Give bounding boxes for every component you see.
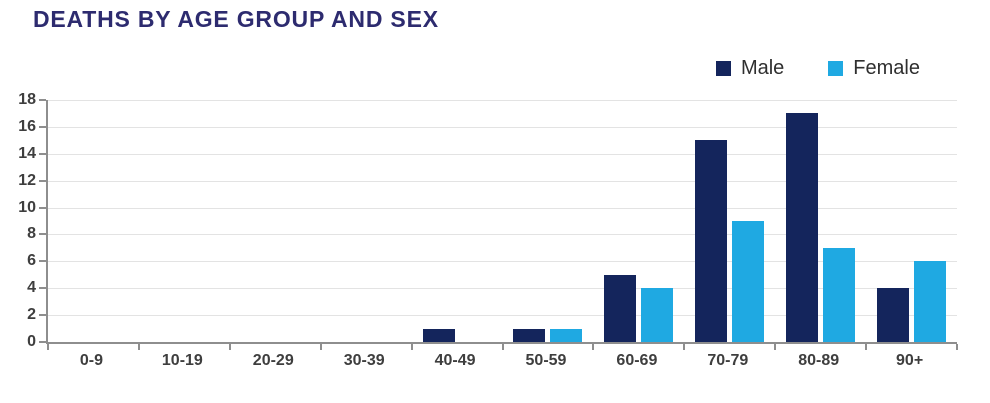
- x-axis-labels: 0-9 10-19 20-29 30-39 40-49 50-59 60-69 70-79 80…: [46, 352, 955, 370]
- x-axis-label: 70-79: [707, 352, 749, 369]
- x-axis-tick: [47, 344, 49, 350]
- bar-female-80-89: [823, 247, 856, 342]
- x-axis-tick: [774, 344, 777, 350]
- x-axis-label: 60-69: [616, 352, 658, 369]
- gridline: [48, 234, 957, 236]
- y-axis-tick: [39, 99, 46, 101]
- bar-female-70-79: [732, 221, 765, 342]
- y-axis-label: 12: [18, 171, 36, 189]
- x-axis-tick: [319, 344, 322, 350]
- y-axis-tick: [39, 152, 46, 155]
- bar-group-20-29: [230, 100, 321, 342]
- x-axis-label: 40-49: [434, 352, 476, 369]
- y-axis-label: 8: [27, 225, 36, 243]
- x-axis-label: 20-29: [252, 352, 294, 369]
- y-axis-label: 4: [27, 279, 36, 297]
- y-axis-tick: [39, 206, 46, 209]
- y-axis-tick: [39, 260, 46, 263]
- x-axis-label: 80-89: [798, 352, 840, 369]
- x-axis-tick: [410, 344, 413, 350]
- y-axis-labels: 0 2 4 6 8 10 12 14 16 18: [0, 91, 36, 350]
- legend-item-male: Male: [715, 57, 785, 80]
- legend-label-female: Female: [853, 57, 920, 79]
- y-axis-tick: [39, 179, 46, 182]
- x-axis-tick: [865, 344, 868, 350]
- y-axis-tick: [39, 287, 46, 290]
- x-axis-tick: [592, 344, 595, 350]
- bar-group-50-59: [503, 100, 594, 342]
- bar-female-60-69: [641, 288, 674, 342]
- bar-male-80-89: [786, 113, 819, 342]
- page-title: DEATHS BY AGE GROUP AND SEX: [33, 6, 439, 32]
- y-axis-label: 14: [18, 144, 36, 162]
- bar-male-70-79: [695, 140, 728, 342]
- x-axis-tick: [956, 344, 958, 350]
- y-axis-tick: [39, 314, 46, 317]
- bar-male-40-49: [422, 328, 455, 342]
- y-axis-tick: [39, 125, 46, 128]
- x-axis-label: 30-39: [343, 352, 385, 369]
- y-axis-tick: [39, 233, 46, 236]
- x-axis-tick: [137, 344, 140, 350]
- bar-group-80-89: [775, 100, 866, 342]
- legend-swatch-female-icon: [828, 61, 844, 76]
- x-axis-label: 90+: [896, 352, 924, 369]
- legend-item-female: Female: [828, 57, 920, 80]
- bar-female-50-59: [550, 328, 583, 342]
- gridline: [48, 153, 957, 155]
- gridline: [48, 315, 957, 317]
- y-axis-tick: [39, 341, 46, 343]
- y-axis-label: 16: [18, 117, 36, 135]
- x-axis-label: 0-9: [79, 352, 104, 369]
- bar-group-90+: [866, 100, 957, 342]
- y-axis-label: 10: [18, 198, 36, 216]
- bar-group-60-69: [593, 100, 684, 342]
- gridline: [48, 207, 957, 209]
- x-axis-label: 10-19: [161, 352, 203, 369]
- y-axis-label: 2: [27, 306, 36, 324]
- bar-group-10-19: [139, 100, 230, 342]
- gridline: [48, 261, 957, 263]
- bar-groups: [48, 100, 957, 342]
- x-axis-tick: [683, 344, 686, 350]
- y-axis-label: 0: [27, 333, 36, 350]
- y-axis-label: 18: [18, 91, 36, 108]
- gridline: [48, 288, 957, 290]
- bar-male-60-69: [604, 274, 637, 342]
- gridline: [48, 126, 957, 128]
- x-axis-tick: [228, 344, 231, 350]
- legend-swatch-male-icon: [715, 61, 731, 76]
- gridline: [48, 100, 957, 101]
- bar-group-30-39: [321, 100, 412, 342]
- bar-group-0-9: [48, 100, 139, 342]
- x-axis-label: 50-59: [525, 352, 567, 369]
- bar-group-40-49: [412, 100, 503, 342]
- bar-group-70-79: [684, 100, 775, 342]
- x-axis-tick: [501, 344, 504, 350]
- gridline: [48, 180, 957, 182]
- bar-male-50-59: [513, 328, 546, 342]
- legend-label-male: Male: [740, 57, 785, 79]
- y-axis-label: 6: [27, 252, 36, 270]
- plot-area: [39, 99, 958, 350]
- bar-female-90+: [914, 261, 947, 342]
- bar-male-90+: [877, 288, 910, 342]
- legend: Male Female: [715, 57, 920, 80]
